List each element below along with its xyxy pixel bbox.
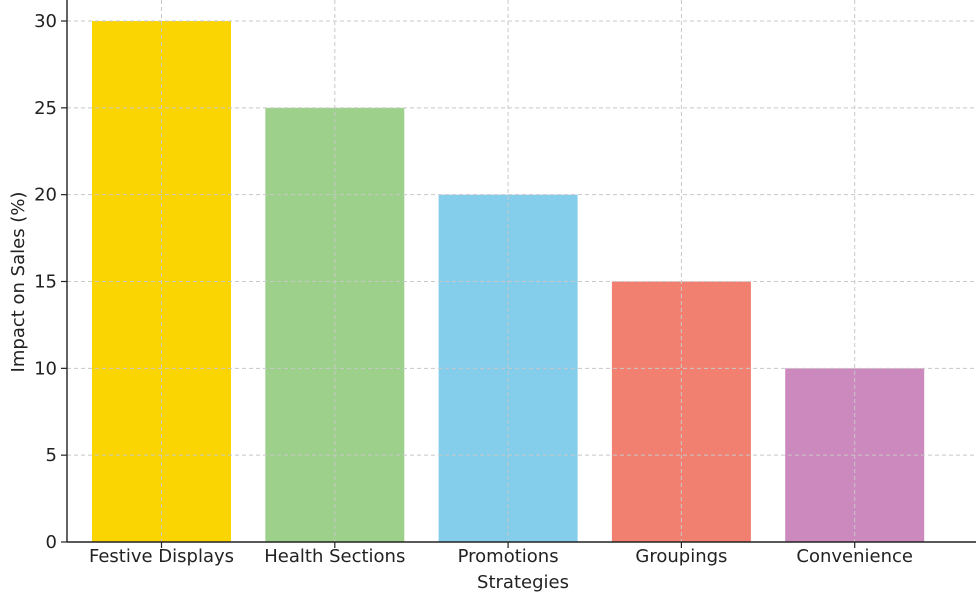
y-tick-label: 25 <box>34 98 57 119</box>
y-tick-label: 15 <box>34 272 57 293</box>
x-tick-label: Groupings <box>635 546 727 567</box>
x-axis-title: Strategies <box>477 572 569 593</box>
grid <box>67 0 976 542</box>
bar-groupings <box>611 281 751 542</box>
y-tick-label: 10 <box>34 358 57 379</box>
y-axis-ticks: 0 5 10 15 20 25 30 <box>34 11 67 553</box>
y-tick-label: 5 <box>46 445 57 466</box>
y-axis-title: Impact on Sales (%) <box>8 192 29 373</box>
y-tick-label: 0 <box>46 532 57 553</box>
x-tick-label: Convenience <box>796 546 913 567</box>
x-tick-label: Promotions <box>458 546 559 567</box>
x-axis-ticks: Festive Displays Health Sections Promotion… <box>89 542 913 567</box>
x-tick-label: Health Sections <box>264 546 405 567</box>
x-tick-label: Festive Displays <box>89 546 234 567</box>
axes <box>66 0 976 543</box>
y-tick-label: 20 <box>34 185 57 206</box>
y-tick-label: 30 <box>34 11 57 32</box>
